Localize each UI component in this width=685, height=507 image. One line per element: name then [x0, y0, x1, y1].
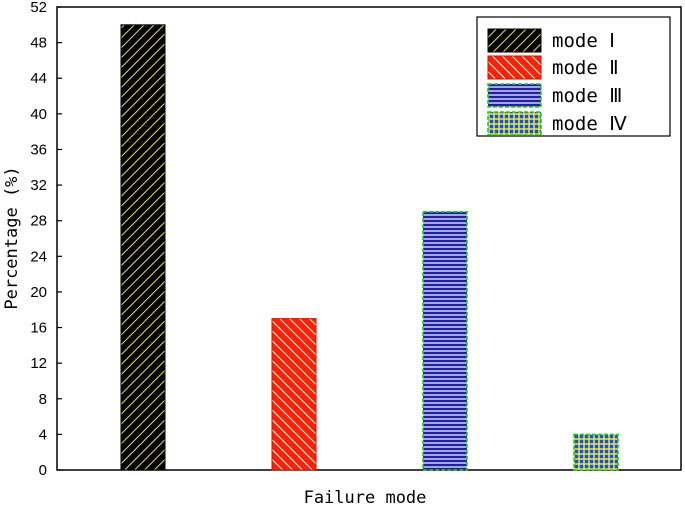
y-tick-label: 52 [30, 0, 47, 16]
y-tick-label: 36 [30, 141, 47, 158]
legend-swatch-mode-3 [487, 83, 542, 108]
y-tick-label: 28 [30, 213, 47, 230]
y-tick-label: 20 [30, 284, 47, 301]
bars-group [120, 24, 619, 471]
bar-mode-3 [422, 210, 468, 471]
legend-label-mode-4: mode Ⅳ [552, 113, 627, 135]
legend-label-mode-2: mode Ⅱ [552, 57, 619, 79]
y-tick-label: 24 [30, 248, 47, 265]
y-axis-title: Percentage (%) [2, 166, 22, 309]
y-tick-label: 32 [30, 177, 47, 194]
y-tick-label: 16 [30, 320, 47, 337]
y-tick-label: 48 [30, 35, 47, 52]
bar-mode-1 [120, 24, 166, 471]
y-tick-label: 8 [39, 391, 47, 408]
bar-mode-4 [573, 433, 619, 471]
legend-label-mode-1: mode Ⅰ [552, 30, 615, 52]
legend-swatch-mode-1 [487, 28, 542, 53]
bar-mode-2 [271, 318, 317, 471]
legend-label-mode-3: mode Ⅲ [552, 85, 622, 107]
legend: mode Ⅰ mode Ⅱ mode Ⅲ mode Ⅳ [476, 16, 671, 137]
plot-area-frame [56, 6, 682, 471]
x-axis-title: Failure mode [304, 488, 427, 507]
y-tick-label: 12 [30, 355, 47, 372]
y-tick-label: 4 [39, 426, 47, 443]
y-tick-label: 44 [30, 70, 47, 87]
y-tick-label: 0 [39, 462, 47, 479]
legend-swatch-mode-4 [487, 111, 542, 136]
y-tick-label: 40 [30, 106, 47, 123]
legend-items: mode Ⅰ mode Ⅱ mode Ⅲ mode Ⅳ [487, 28, 627, 136]
legend-swatch-mode-2 [487, 55, 542, 80]
